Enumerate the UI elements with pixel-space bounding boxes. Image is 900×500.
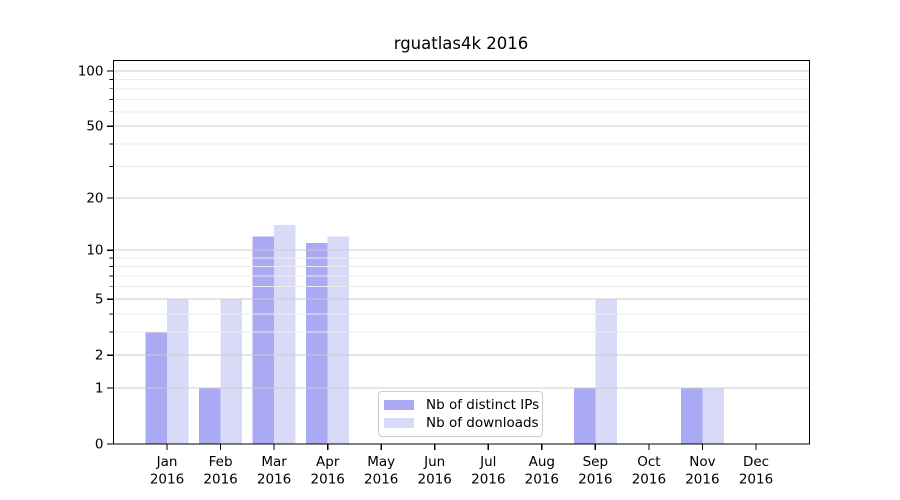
y-tick-label: 50 [86, 119, 103, 135]
x-tick-label-sep: Sep 2016 [578, 454, 612, 488]
x-tick-label-nov: Nov 2016 [685, 454, 719, 488]
gridlines-layer [113, 70, 810, 389]
y-tick-label: 20 [86, 190, 103, 206]
y-tick-label: 2 [95, 348, 104, 364]
bar-distinct-ips-mar [252, 236, 275, 444]
chart-title: rguatlas4k 2016 [394, 34, 529, 53]
y-tick-label: 10 [86, 243, 103, 259]
y-tick-label: 5 [95, 292, 104, 308]
x-tick-label-dec: Dec 2016 [739, 454, 773, 488]
y-tick-label: 100 [78, 64, 104, 80]
x-tick-label-apr: Apr 2016 [311, 454, 345, 488]
x-tick-label-feb: Feb 2016 [203, 454, 237, 488]
bar-downloads-feb [220, 299, 243, 444]
bar-distinct-ips-feb [199, 388, 221, 444]
bar-distinct-ips-apr [306, 243, 328, 444]
legend-row-distinct-ips: Nb of distinct IPs [384, 396, 542, 414]
x-tick-label-oct: Oct 2016 [632, 454, 666, 488]
axes-spines [112, 59, 811, 445]
legend-label-downloads: Nb of downloads [426, 415, 539, 431]
bar-downloads-mar [274, 225, 296, 444]
x-tick-label-jun: Jun 2016 [418, 454, 452, 488]
bar-distinct-ips-nov [680, 388, 703, 444]
x-tick-label-may: May 2016 [364, 454, 398, 488]
y-axis: 0 1 2 5 10 20 50 100 [78, 64, 113, 453]
x-tick-label-aug: Aug 2016 [525, 454, 559, 488]
bar-downloads-jan [167, 299, 189, 444]
x-tick-label-jul: Jul 2016 [471, 454, 505, 488]
x-tick-label-jan: Jan 2016 [150, 454, 184, 488]
bar-downloads-apr [327, 236, 350, 444]
legend-label-distinct-ips: Nb of distinct IPs [426, 397, 540, 413]
legend: Nb of distinct IPs Nb of downloads [378, 391, 543, 437]
x-tick-label-mar: Mar 2016 [257, 454, 291, 488]
legend-swatch-downloads-icon [384, 418, 414, 428]
legend-swatch-distinct-ips-icon [384, 400, 414, 410]
y-tick-label: 0 [95, 437, 104, 453]
y-tick-label: 1 [95, 381, 104, 397]
bar-downloads-sep [595, 299, 617, 444]
bar-downloads-nov [702, 388, 724, 444]
x-axis: Jan 2016 Feb 2016 Mar 2016 Apr 2016 May 2016 Jun 20… [150, 444, 773, 488]
bar-distinct-ips-sep [573, 388, 596, 444]
bars-layer [145, 225, 724, 444]
legend-row-downloads: Nb of downloads [384, 414, 542, 432]
